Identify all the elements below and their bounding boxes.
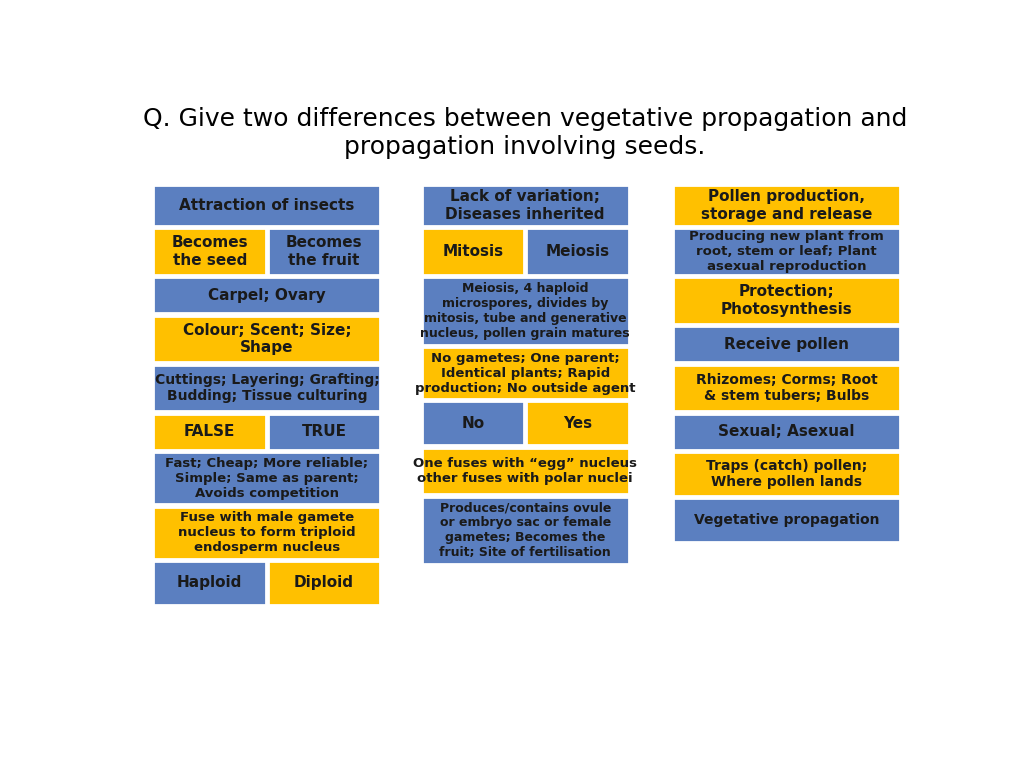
FancyBboxPatch shape xyxy=(154,561,266,605)
Text: Producing new plant from
root, stem or leaf; Plant
asexual reproduction: Producing new plant from root, stem or l… xyxy=(689,230,884,273)
Text: Attraction of insects: Attraction of insects xyxy=(179,198,354,213)
FancyBboxPatch shape xyxy=(673,452,900,496)
Text: Rhizomes; Corms; Root
& stem tubers; Bulbs: Rhizomes; Corms; Root & stem tubers; Bul… xyxy=(696,373,878,403)
Text: Yes: Yes xyxy=(563,415,592,431)
FancyBboxPatch shape xyxy=(526,402,629,445)
Text: Protection;
Photosynthesis: Protection; Photosynthesis xyxy=(721,284,853,317)
FancyBboxPatch shape xyxy=(154,185,380,226)
Text: Pollen production,
storage and release: Pollen production, storage and release xyxy=(701,189,872,222)
Text: Meiosis: Meiosis xyxy=(546,244,609,259)
FancyBboxPatch shape xyxy=(673,228,900,275)
Text: Fuse with male gamete
nucleus to form triploid
endosperm nucleus: Fuse with male gamete nucleus to form tr… xyxy=(178,511,355,554)
Text: Receive pollen: Receive pollen xyxy=(724,337,849,352)
FancyBboxPatch shape xyxy=(154,452,380,505)
FancyBboxPatch shape xyxy=(673,185,900,226)
Text: Colour; Scent; Size;
Shape: Colour; Scent; Size; Shape xyxy=(182,323,351,356)
FancyBboxPatch shape xyxy=(422,347,629,399)
FancyBboxPatch shape xyxy=(154,228,266,275)
Text: Haploid: Haploid xyxy=(177,575,243,591)
Text: Becomes
the fruit: Becomes the fruit xyxy=(286,235,362,268)
FancyBboxPatch shape xyxy=(422,497,629,564)
FancyBboxPatch shape xyxy=(673,365,900,412)
FancyBboxPatch shape xyxy=(154,414,266,450)
Text: One fuses with “egg” nucleus
other fuses with polar nuclei: One fuses with “egg” nucleus other fuses… xyxy=(414,457,637,485)
Text: Traps (catch) pollen;
Where pollen lands: Traps (catch) pollen; Where pollen lands xyxy=(707,459,867,489)
Text: Q. Give two differences between vegetative propagation and
propagation involving: Q. Give two differences between vegetati… xyxy=(142,107,907,159)
FancyBboxPatch shape xyxy=(673,326,900,362)
FancyBboxPatch shape xyxy=(422,228,524,275)
Text: FALSE: FALSE xyxy=(184,425,236,439)
FancyBboxPatch shape xyxy=(154,365,380,412)
FancyBboxPatch shape xyxy=(673,277,900,324)
FancyBboxPatch shape xyxy=(267,228,380,275)
FancyBboxPatch shape xyxy=(154,507,380,559)
FancyBboxPatch shape xyxy=(422,448,629,495)
Text: Meiosis, 4 haploid
microspores, divides by
mitosis, tube and generative
nucleus,: Meiosis, 4 haploid microspores, divides … xyxy=(421,282,630,340)
FancyBboxPatch shape xyxy=(267,561,380,605)
Text: TRUE: TRUE xyxy=(301,425,346,439)
FancyBboxPatch shape xyxy=(422,277,629,345)
FancyBboxPatch shape xyxy=(267,414,380,450)
Text: Lack of variation;
Diseases inherited: Lack of variation; Diseases inherited xyxy=(445,189,605,222)
FancyBboxPatch shape xyxy=(154,316,380,362)
Text: Becomes
the seed: Becomes the seed xyxy=(171,235,248,268)
FancyBboxPatch shape xyxy=(526,228,629,275)
FancyBboxPatch shape xyxy=(673,414,900,450)
Text: Sexual; Asexual: Sexual; Asexual xyxy=(719,425,855,439)
FancyBboxPatch shape xyxy=(422,185,629,226)
FancyBboxPatch shape xyxy=(154,277,380,313)
FancyBboxPatch shape xyxy=(673,498,900,542)
Text: Diploid: Diploid xyxy=(294,575,354,591)
Text: Mitosis: Mitosis xyxy=(442,244,504,259)
Text: Vegetative propagation: Vegetative propagation xyxy=(694,513,880,528)
Text: No: No xyxy=(462,415,484,431)
Text: No gametes; One parent;
Identical plants; Rapid
production; No outside agent: No gametes; One parent; Identical plants… xyxy=(415,352,636,395)
Text: Cuttings; Layering; Grafting;
Budding; Tissue culturing: Cuttings; Layering; Grafting; Budding; T… xyxy=(155,373,379,403)
Text: Produces/contains ovule
or embryo sac or female
gametes; Becomes the
fruit; Site: Produces/contains ovule or embryo sac or… xyxy=(439,502,611,559)
FancyBboxPatch shape xyxy=(422,402,524,445)
Text: Carpel; Ovary: Carpel; Ovary xyxy=(208,288,326,303)
Text: Fast; Cheap; More reliable;
Simple; Same as parent;
Avoids competition: Fast; Cheap; More reliable; Simple; Same… xyxy=(165,457,369,500)
